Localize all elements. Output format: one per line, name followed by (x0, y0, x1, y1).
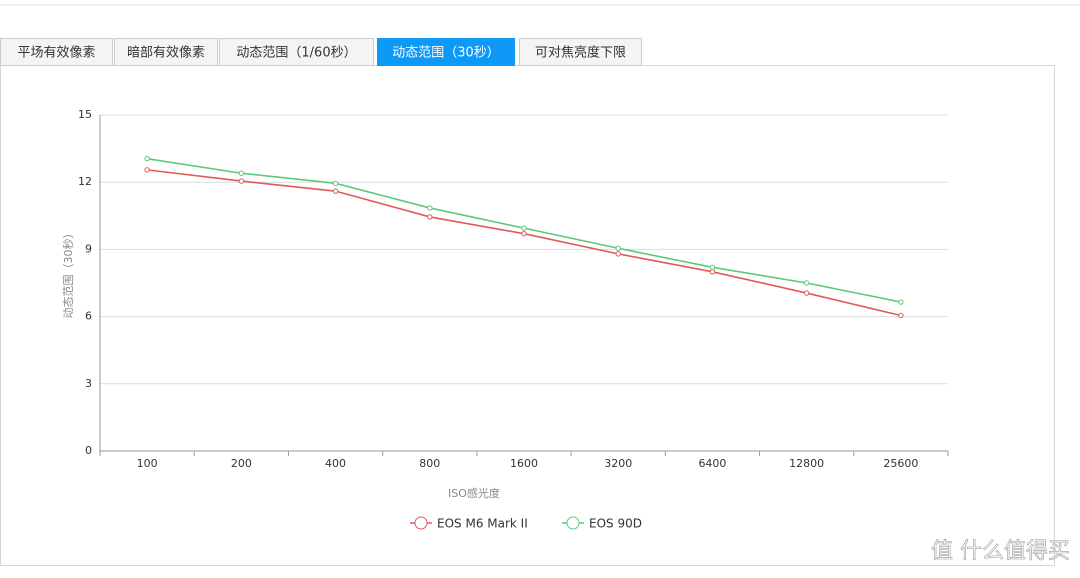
tab[interactable]: 可对焦亮度下限 (519, 38, 642, 66)
x-tick-label: 12800 (789, 457, 824, 470)
tab-label: 平场有效像素 (17, 46, 95, 61)
tab-bg (377, 38, 515, 66)
point (144, 155, 150, 162)
tab-label: 动态范围（30秒） (392, 46, 500, 61)
x-tick-label: 6400 (698, 457, 726, 470)
y-tick-label: 9 (85, 242, 92, 255)
watermark: 值 什么值得买 (931, 539, 1070, 564)
tab-bg (219, 38, 374, 66)
point (521, 231, 527, 237)
chart: 0 3 6 9 12 15 100 200 400 800 1600 3200 6400 12800 256… (61, 108, 949, 531)
y-axis-label: 动态范围（30秒） (61, 228, 75, 319)
x-tick-label: 400 (325, 457, 346, 470)
point (238, 178, 245, 184)
point (709, 264, 716, 271)
chart-panel (0, 65, 1055, 566)
point (521, 225, 527, 231)
point (615, 251, 621, 257)
legend-marker (566, 516, 580, 530)
point (709, 269, 716, 275)
point (427, 205, 433, 211)
y-tick-label: 0 (85, 444, 92, 457)
y-tick-label: 3 (85, 377, 92, 390)
x-tick-label: 1600 (510, 457, 538, 470)
point (144, 167, 150, 173)
legend-marker (414, 516, 428, 530)
x-tick-label: 25600 (883, 457, 918, 470)
tab-bg (114, 38, 218, 66)
tab-label: 可对焦亮度下限 (535, 45, 626, 61)
point (332, 180, 339, 187)
point (615, 245, 621, 251)
y-tick-label: 15 (78, 108, 92, 121)
x-tick-label: 200 (231, 457, 252, 470)
point (332, 188, 339, 194)
tab[interactable]: 动态范围（30秒） (377, 38, 515, 66)
y-tick-label: 6 (85, 310, 92, 323)
legend-item[interactable]: EOS M6 Mark II (410, 516, 528, 531)
x-axis-label: ISO感光度 (448, 486, 500, 500)
tab[interactable]: 暗部有效像素 (114, 38, 218, 66)
x-tick-label: 800 (419, 457, 440, 470)
tab-bg (519, 38, 642, 66)
point (803, 290, 810, 296)
tab-bg (0, 38, 113, 66)
point (427, 214, 433, 220)
legend-label: EOS 90D (589, 517, 642, 531)
tab-label: 暗部有效像素 (127, 46, 205, 61)
point (238, 170, 245, 176)
point (898, 312, 904, 319)
x-tick-label: 100 (137, 457, 158, 470)
y-tick-label: 12 (78, 175, 92, 188)
x-tick-label: 3200 (604, 457, 632, 470)
legend-label: EOS M6 Mark II (437, 517, 528, 531)
legend-item[interactable]: EOS 90D (562, 516, 642, 531)
tab-label: 动态范围（1/60秒） (236, 46, 356, 61)
tab[interactable]: 平场有效像素 (0, 38, 113, 66)
point (803, 280, 810, 286)
tab[interactable]: 动态范围（1/60秒） (219, 38, 374, 66)
point (898, 299, 904, 305)
tab-bar: 平场有效像素 暗部有效像素 动态范围（1/60秒） 动态范围（30秒） 可对焦亮度下限 (0, 38, 642, 66)
